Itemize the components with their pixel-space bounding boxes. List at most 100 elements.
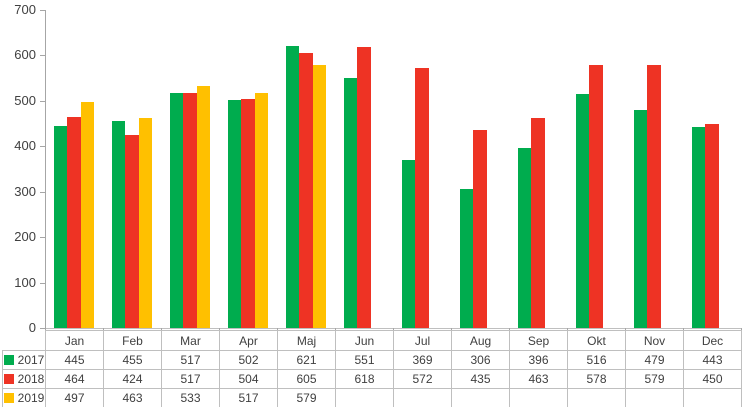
bar-2018-feb bbox=[125, 135, 139, 328]
bar-2017-jul bbox=[402, 160, 416, 328]
cell-2018-sep: 463 bbox=[509, 369, 568, 389]
month-header-dec: Dec bbox=[683, 330, 742, 351]
cell-2019-maj: 579 bbox=[277, 388, 336, 407]
cell-2019-nov bbox=[625, 388, 684, 407]
cell-2018-jul: 572 bbox=[393, 369, 452, 389]
cell-2019-jun bbox=[335, 388, 394, 407]
month-header-sep: Sep bbox=[509, 330, 568, 351]
bar-2018-jan bbox=[67, 117, 81, 328]
cell-2018-aug: 435 bbox=[451, 369, 510, 389]
data-table: Jan Feb Mar Apr Maj Jun Jul Aug Sep Okt Nov Dec 2017… bbox=[2, 330, 742, 407]
bar-2017-aug bbox=[460, 188, 474, 328]
y-axis-label-400: 400 bbox=[14, 138, 36, 154]
cell-2017-jun: 551 bbox=[335, 350, 394, 370]
cell-2019-jul bbox=[393, 388, 452, 407]
table-row-2017: 2017 445 455 517 502 621 551 369 306 396 516 479 443 bbox=[2, 350, 742, 370]
bar-2017-feb bbox=[112, 121, 126, 328]
table-row-2018: 2018 464 424 517 504 605 618 572 435 463 578 579 450 bbox=[2, 369, 742, 389]
legend-swatch-2019-icon bbox=[3, 393, 14, 403]
y-axis-label-300: 300 bbox=[14, 183, 36, 199]
x-axis-tick bbox=[335, 328, 336, 331]
y-axis-tick bbox=[40, 191, 45, 193]
legend-cell-2017: 2017 bbox=[2, 350, 46, 370]
legend-label-2019: 2019 bbox=[17, 391, 45, 405]
month-header-nov: Nov bbox=[625, 330, 684, 351]
cell-2018-feb: 424 bbox=[103, 369, 162, 389]
legend-cell-2019: 2019 bbox=[2, 388, 46, 407]
bar-2017-maj bbox=[286, 45, 300, 328]
bar-2017-jun bbox=[344, 77, 358, 328]
cell-2017-okt: 516 bbox=[567, 350, 626, 370]
cell-2019-mar: 533 bbox=[161, 388, 220, 407]
cell-2018-mar: 517 bbox=[161, 369, 220, 389]
x-axis-tick bbox=[509, 328, 510, 331]
cell-2017-maj: 621 bbox=[277, 350, 336, 370]
cell-2017-nov: 479 bbox=[625, 350, 684, 370]
bar-2017-dec bbox=[692, 126, 706, 328]
month-header-mar: Mar bbox=[161, 330, 220, 351]
x-axis-tick bbox=[683, 328, 684, 331]
bar-2017-okt bbox=[576, 93, 590, 328]
cell-2018-okt: 578 bbox=[567, 369, 626, 389]
month-header-jun: Jun bbox=[335, 330, 394, 351]
x-axis-tick bbox=[45, 328, 46, 331]
cell-2017-dec: 443 bbox=[683, 350, 742, 370]
cell-2017-aug: 306 bbox=[451, 350, 510, 370]
cell-2019-aug bbox=[451, 388, 510, 407]
month-header-apr: Apr bbox=[219, 330, 278, 351]
cell-2018-dec: 450 bbox=[683, 369, 742, 389]
cell-2019-apr: 517 bbox=[219, 388, 278, 407]
bar-2018-jul bbox=[415, 68, 429, 328]
y-axis-label-200: 200 bbox=[14, 229, 36, 245]
cell-2019-dec bbox=[683, 388, 742, 407]
cell-2018-maj: 605 bbox=[277, 369, 336, 389]
month-header-jul: Jul bbox=[393, 330, 452, 351]
month-header-aug: Aug bbox=[451, 330, 510, 351]
bar-2018-jun bbox=[357, 47, 371, 328]
legend-cell-2018: 2018 bbox=[2, 369, 46, 389]
bar-2019-apr bbox=[254, 93, 268, 328]
cell-2017-jul: 369 bbox=[393, 350, 452, 370]
y-axis-tick bbox=[40, 100, 45, 102]
bar-2017-sep bbox=[518, 148, 532, 328]
y-axis-label-0: 0 bbox=[28, 320, 36, 335]
bar-2017-mar bbox=[170, 93, 184, 328]
cell-2018-jun: 618 bbox=[335, 369, 394, 389]
legend-swatch-2017-icon bbox=[3, 355, 14, 365]
bar-2019-mar bbox=[196, 85, 210, 328]
legend-label-2018: 2018 bbox=[17, 372, 45, 386]
bar-2018-maj bbox=[299, 53, 313, 328]
y-axis-label-700: 700 bbox=[14, 2, 36, 17]
legend-label-2017: 2017 bbox=[17, 353, 45, 367]
cell-2017-apr: 502 bbox=[219, 350, 278, 370]
x-axis-tick bbox=[103, 328, 104, 331]
bar-2017-jan bbox=[54, 125, 68, 328]
y-axis-tick bbox=[40, 55, 45, 57]
y-axis-tick bbox=[40, 282, 45, 284]
x-axis-tick bbox=[161, 328, 162, 331]
month-header-maj: Maj bbox=[277, 330, 336, 351]
bar-2018-mar bbox=[183, 93, 197, 328]
bar-2018-nov bbox=[647, 64, 661, 328]
y-axis-line bbox=[45, 10, 46, 330]
bar-2018-apr bbox=[241, 99, 255, 328]
table-row-2019: 2019 497 463 533 517 579 bbox=[2, 388, 742, 407]
cell-2018-jan: 464 bbox=[45, 369, 104, 389]
x-axis-tick bbox=[393, 328, 394, 331]
table-corner-cell bbox=[3, 331, 46, 351]
x-axis-tick bbox=[219, 328, 220, 331]
cell-2017-jan: 445 bbox=[45, 350, 104, 370]
cell-2017-mar: 517 bbox=[161, 350, 220, 370]
cell-2017-feb: 455 bbox=[103, 350, 162, 370]
bar-2018-dec bbox=[705, 123, 719, 328]
x-axis-tick bbox=[625, 328, 626, 331]
y-axis-label-600: 600 bbox=[14, 47, 36, 63]
y-axis-tick bbox=[40, 10, 45, 11]
bar-2019-jan bbox=[80, 102, 94, 328]
y-axis-tick bbox=[40, 237, 45, 239]
month-header-jan: Jan bbox=[45, 330, 104, 351]
bar-2018-okt bbox=[589, 65, 603, 328]
bar-2017-apr bbox=[228, 99, 242, 328]
month-header-okt: Okt bbox=[567, 330, 626, 351]
